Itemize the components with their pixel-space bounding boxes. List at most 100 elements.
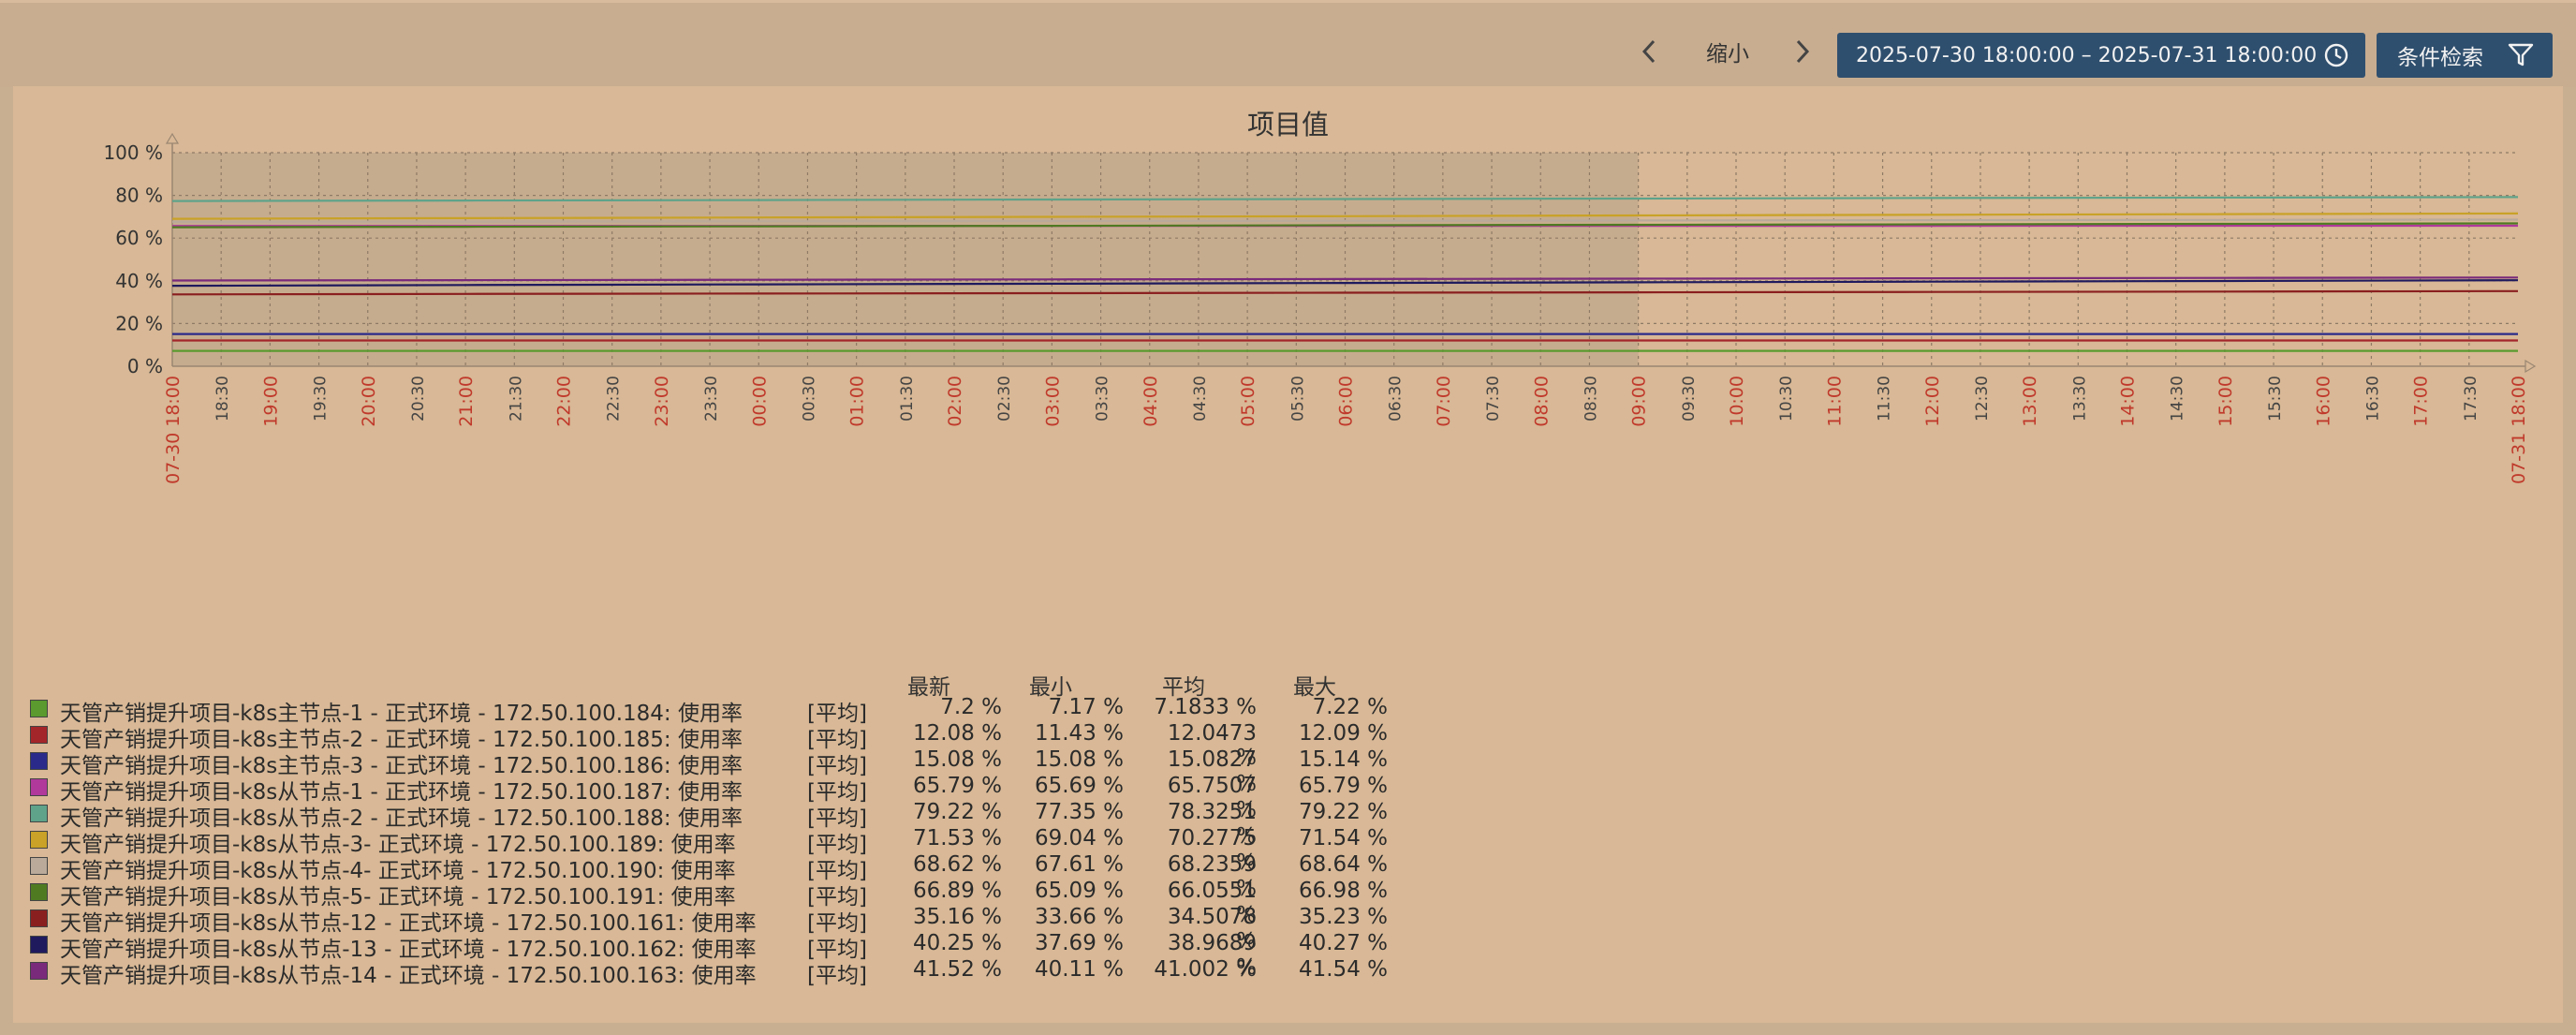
- x-axis-arrow: [2524, 359, 2537, 374]
- legend-value-last: 68.62 %: [912, 852, 1002, 877]
- chevron-right-icon: [1796, 39, 1810, 64]
- legend-item[interactable]: 天管产销提升项目-k8s从节点-5- 正式环境 - 172.50.100.191…: [30, 879, 1435, 927]
- legend-value-max: 7.22 %: [1312, 695, 1388, 719]
- legend-value-max: 15.14 %: [1298, 747, 1388, 772]
- legend-value-avg: 65.7507 %: [1167, 774, 1257, 822]
- legend-series-name: 天管产销提升项目-k8s从节点-14 - 正式环境 - 172.50.100.1…: [60, 964, 757, 988]
- legend-function: [平均]: [807, 754, 867, 778]
- legend-function: [平均]: [807, 702, 867, 726]
- previous-period-button[interactable]: [1626, 27, 1672, 76]
- legend-value-avg: 41.002 %: [1154, 957, 1257, 982]
- chart-title: 项目值: [1246, 109, 1329, 140]
- legend-value-last: 12.08 %: [912, 721, 1002, 746]
- legend-value-max: 66.98 %: [1298, 879, 1388, 903]
- legend-series-name: 天管产销提升项目-k8s主节点-2 - 正式环境 - 172.50.100.18…: [60, 728, 743, 752]
- legend-value-min: 65.09 %: [1034, 879, 1124, 903]
- legend-swatch: [30, 962, 48, 980]
- zoom-out-button[interactable]: 缩小: [1706, 42, 1749, 67]
- x-tick-label: 20:30: [409, 376, 428, 421]
- legend-value-min: 33.66 %: [1034, 905, 1124, 929]
- legend-item[interactable]: 天管产销提升项目-k8s从节点-2 - 正式环境 - 172.50.100.18…: [30, 800, 1435, 849]
- legend-value-last: 71.53 %: [912, 826, 1002, 850]
- legend-swatch: [30, 778, 48, 796]
- legend-swatch: [30, 752, 48, 770]
- legend-value-last: 79.22 %: [912, 800, 1002, 824]
- legend-swatch: [30, 831, 48, 849]
- legend-value-last: 40.25 %: [912, 931, 1002, 955]
- clock-icon: [2324, 43, 2348, 67]
- x-tick-label: 05:30: [1288, 376, 1307, 421]
- x-tick-label: 14:00: [2118, 376, 2139, 427]
- legend-function: [平均]: [807, 833, 867, 857]
- legend-value-avg: 70.2775 %: [1167, 826, 1257, 875]
- legend-value-min: 40.11 %: [1034, 957, 1124, 982]
- filter-label: 条件检索: [2397, 46, 2483, 70]
- graph-panel: 项目值 0 % 20 % 40 % 60 % 80 % 100 % 07-30 18:00 1…: [13, 86, 2563, 1023]
- x-tick-label: 16:30: [2363, 376, 2382, 421]
- x-tick-label: 12:00: [1922, 376, 1943, 427]
- legend-value-avg: 38.9689 %: [1167, 931, 1257, 980]
- x-tick-label: 03:00: [1042, 376, 1063, 427]
- legend-value-avg: 68.2359 %: [1167, 852, 1257, 901]
- legend-item[interactable]: 天管产销提升项目-k8s从节点-13 - 正式环境 - 172.50.100.1…: [30, 931, 1435, 980]
- legend-function: [平均]: [807, 911, 867, 936]
- legend-series-name: 天管产销提升项目-k8s从节点-4- 正式环境 - 172.50.100.190…: [60, 859, 736, 883]
- x-tick-label: 07:00: [1434, 376, 1454, 427]
- legend-value-avg: 7.1833 %: [1154, 695, 1257, 719]
- legend-header-last: 最新: [907, 675, 950, 700]
- legend-series-name: 天管产销提升项目-k8s从节点-2 - 正式环境 - 172.50.100.18…: [60, 806, 743, 831]
- legend-value-max: 41.54 %: [1298, 957, 1388, 982]
- x-tick-label: 02:30: [995, 376, 1014, 421]
- legend-swatch: [30, 909, 48, 927]
- x-tick-label: 01:30: [898, 376, 917, 421]
- x-tick-label: 13:00: [2020, 376, 2040, 427]
- series-line: [171, 212, 2519, 220]
- legend-item[interactable]: 天管产销提升项目-k8s从节点-12 - 正式环境 - 172.50.100.1…: [30, 905, 1435, 954]
- legend-value-last: 41.52 %: [912, 957, 1002, 982]
- filter-button[interactable]: 条件检索: [2377, 33, 2553, 78]
- legend-series-name: 天管产销提升项目-k8s从节点-3- 正式环境 - 172.50.100.189…: [60, 833, 736, 857]
- y-tick-label: 20 %: [115, 312, 163, 334]
- legend-series-name: 天管产销提升项目-k8s主节点-3 - 正式环境 - 172.50.100.18…: [60, 754, 743, 778]
- x-tick-label: 09:00: [1629, 376, 1650, 427]
- x-tick-label: 12:30: [1973, 376, 1992, 421]
- x-tick-label: 00:00: [749, 376, 770, 427]
- x-tick-label: 11:30: [1876, 376, 1894, 421]
- legend-value-max: 65.79 %: [1298, 774, 1388, 798]
- legend-value-avg: 66.0551 %: [1167, 879, 1257, 927]
- x-tick-label: 07:30: [1484, 376, 1503, 421]
- legend-value-max: 35.23 %: [1298, 905, 1388, 929]
- x-tick-label: 05:00: [1238, 376, 1259, 427]
- legend-value-min: 37.69 %: [1034, 931, 1124, 955]
- legend-swatch: [30, 726, 48, 744]
- legend-item[interactable]: 天管产销提升项目-k8s从节点-3- 正式环境 - 172.50.100.189…: [30, 826, 1435, 875]
- legend-item[interactable]: 天管产销提升项目-k8s主节点-2 - 正式环境 - 172.50.100.18…: [30, 721, 1435, 770]
- legend-function: [平均]: [807, 964, 867, 988]
- legend-value-max: 71.54 %: [1298, 826, 1388, 850]
- legend-item[interactable]: 天管产销提升项目-k8s从节点-1 - 正式环境 - 172.50.100.18…: [30, 774, 1435, 822]
- legend-function: [平均]: [807, 885, 867, 909]
- x-tick-label: 23:30: [702, 376, 721, 421]
- x-tick-label: 00:30: [800, 376, 818, 421]
- legend-item[interactable]: 天管产销提升项目-k8s主节点-1 - 正式环境 - 172.50.100.18…: [30, 695, 1435, 726]
- legend-swatch: [30, 857, 48, 875]
- legend-value-last: 35.16 %: [912, 905, 1002, 929]
- y-axis-arrow: [165, 132, 180, 144]
- time-range-button[interactable]: 2025-07-30 18:00:00 – 2025-07-31 18:00:0…: [1837, 33, 2365, 78]
- chevron-left-icon: [1641, 39, 1656, 64]
- legend-item[interactable]: 天管产销提升项目-k8s主节点-3 - 正式环境 - 172.50.100.18…: [30, 747, 1435, 796]
- x-tick-label: 09:30: [1680, 376, 1699, 421]
- x-tick-label: 16:00: [2313, 376, 2333, 427]
- next-period-button[interactable]: [1779, 27, 1826, 76]
- legend-item[interactable]: 天管产销提升项目-k8s从节点-4- 正式环境 - 172.50.100.190…: [30, 852, 1435, 901]
- legend-series-name: 天管产销提升项目-k8s从节点-5- 正式环境 - 172.50.100.191…: [60, 885, 736, 909]
- x-tick-label: 03:30: [1094, 376, 1112, 421]
- line-chart[interactable]: 0 % 20 % 40 % 60 % 80 % 100 % 07-30 18:00 18:30…: [13, 86, 2563, 659]
- legend-series-name: 天管产销提升项目-k8s从节点-13 - 正式环境 - 172.50.100.1…: [60, 938, 757, 962]
- time-range-label: 2025-07-30 18:00:00 – 2025-07-31 18:00:0…: [1856, 43, 2318, 67]
- x-tick-label: 19:30: [312, 376, 331, 421]
- legend-value-avg: 15.0827 %: [1167, 747, 1257, 796]
- x-tick-label: 02:00: [945, 376, 965, 427]
- legend-item[interactable]: 天管产销提升项目-k8s从节点-14 - 正式环境 - 172.50.100.1…: [30, 957, 1435, 988]
- legend-value-last: 7.2 %: [940, 695, 1002, 719]
